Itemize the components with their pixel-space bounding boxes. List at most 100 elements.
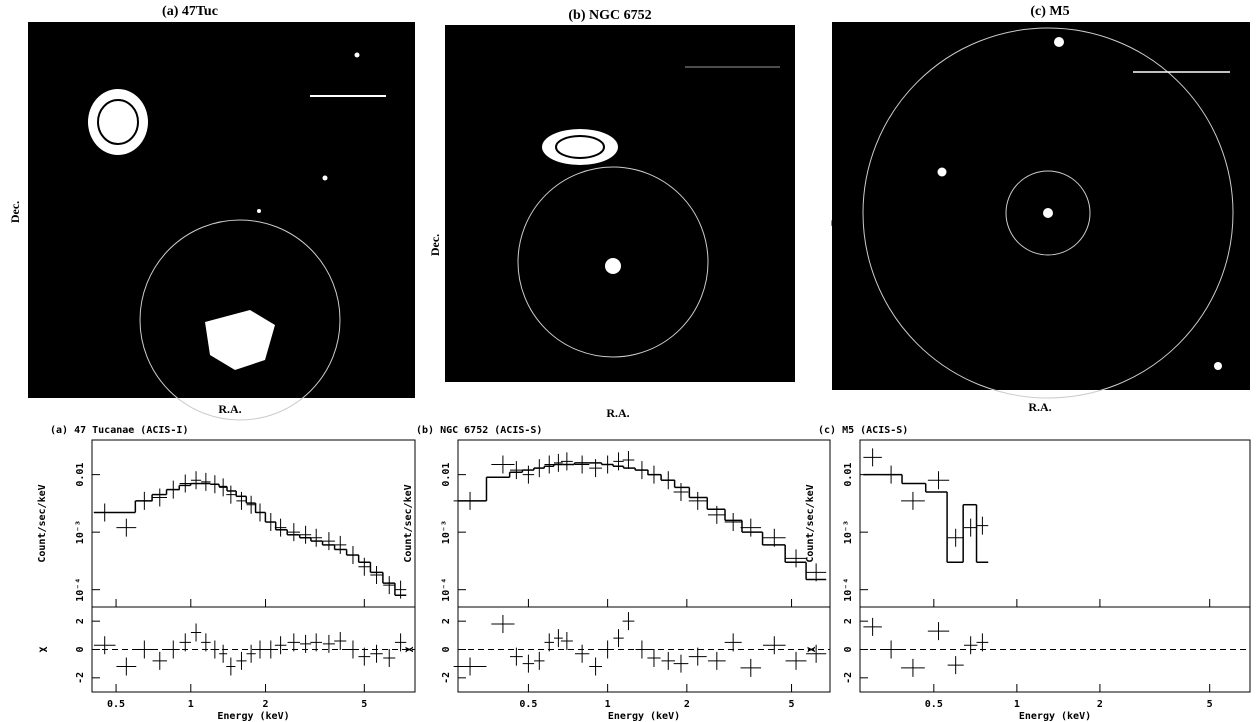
data-point	[622, 450, 635, 469]
data-point	[166, 480, 180, 499]
data-point	[310, 528, 323, 547]
residual-point	[135, 640, 153, 659]
x-tick-label: 0.5	[107, 699, 125, 710]
data-point	[219, 478, 228, 497]
contour	[555, 135, 605, 159]
y-tick-label: 0.01	[843, 463, 854, 487]
residual-point	[226, 657, 236, 676]
data-point	[201, 472, 211, 491]
residual-point	[346, 640, 359, 659]
residual-point	[613, 629, 624, 648]
y-tick-label: -2	[75, 672, 86, 684]
data-point	[927, 471, 950, 490]
region-circle	[1005, 170, 1091, 256]
residual-point	[574, 644, 590, 663]
data-point	[673, 482, 689, 501]
residual-point	[152, 651, 168, 670]
x-tick-label: 2	[684, 699, 690, 710]
image-xlabel: R.A.	[606, 406, 629, 420]
y-tick-label: 2	[75, 618, 86, 624]
x-axis-label: Energy (keV)	[608, 711, 680, 722]
y-tick-label: 10⁻⁴	[441, 578, 452, 602]
data-point	[453, 491, 487, 510]
residual-point	[589, 657, 602, 676]
data-point	[299, 525, 312, 544]
residual-point	[673, 654, 689, 673]
data-point	[274, 518, 287, 537]
data-point	[763, 528, 786, 547]
chart-title: (a) 47 Tucanae (ACIS-I)	[50, 425, 188, 436]
image-title: (b) NGC 6752	[568, 8, 651, 23]
star	[1214, 362, 1222, 370]
x-tick-label: 1	[1014, 699, 1020, 710]
residual-point	[785, 651, 807, 670]
y-tick-label: 0.01	[75, 463, 86, 487]
data-point	[589, 459, 602, 478]
star	[322, 175, 328, 181]
contour	[97, 99, 139, 145]
x-tick-label: 0.5	[925, 699, 943, 710]
residual-point	[763, 636, 786, 655]
data-point	[287, 523, 301, 542]
image-ylabel: Dec.	[8, 201, 22, 223]
residual-point	[927, 622, 950, 641]
data-point	[226, 485, 236, 504]
x-tick-label: 1	[188, 699, 194, 710]
residual-point	[740, 658, 762, 677]
data-point	[947, 528, 964, 547]
residual-point	[661, 651, 676, 670]
y-tick-label: 0	[441, 646, 452, 652]
image-ylabel: Dec.	[428, 234, 442, 256]
data-point	[553, 453, 563, 472]
x-axis-label: Energy (keV)	[217, 711, 289, 722]
residual-point	[635, 640, 649, 659]
data-point	[246, 495, 256, 514]
residual-point	[236, 651, 247, 670]
residual-point	[334, 632, 347, 650]
residual-point	[601, 640, 614, 659]
data-point	[635, 461, 649, 480]
residual-point	[510, 647, 523, 666]
y-tick-label: 0.01	[441, 463, 452, 487]
y-axis-label: Count/sec/keV	[403, 484, 414, 562]
image-xlabel: R.A.	[218, 402, 241, 416]
data-point	[647, 465, 661, 484]
residual-point	[976, 633, 989, 652]
data-point	[688, 491, 707, 510]
data-point	[510, 461, 523, 480]
residual-point	[265, 640, 276, 659]
x-tick-label: 5	[789, 699, 795, 710]
plot-frame	[859, 439, 1251, 608]
data-point	[491, 455, 515, 474]
data-point	[661, 471, 676, 490]
data-point	[190, 471, 202, 490]
residual-point	[963, 636, 978, 655]
residual-point	[310, 633, 323, 652]
image-panel	[445, 25, 795, 382]
residual-point	[210, 640, 220, 659]
data-point	[358, 557, 371, 576]
source-contour	[542, 129, 618, 165]
data-point	[346, 546, 359, 565]
y-axis-label: Count/sec/keV	[805, 484, 816, 562]
image-ylabel: Dec.	[828, 204, 842, 226]
plot-frame	[457, 439, 831, 608]
star	[354, 52, 360, 58]
y-axis-label: Count/sec/keV	[37, 484, 48, 562]
residual-point	[358, 647, 371, 666]
residual-point	[534, 651, 545, 670]
residual-point	[255, 640, 265, 659]
y-tick-label: 10⁻⁴	[75, 578, 86, 602]
data-point	[135, 491, 153, 510]
y-tick-label: 2	[843, 618, 854, 624]
residual-point	[622, 612, 635, 631]
region-circle	[139, 219, 341, 421]
star	[937, 167, 947, 177]
data-point	[370, 565, 383, 584]
residual-point	[166, 640, 180, 659]
data-point	[236, 491, 247, 510]
residual-point	[724, 633, 742, 652]
data-point	[613, 452, 624, 471]
residual-point	[553, 629, 563, 648]
residual-label: χ	[403, 646, 414, 652]
